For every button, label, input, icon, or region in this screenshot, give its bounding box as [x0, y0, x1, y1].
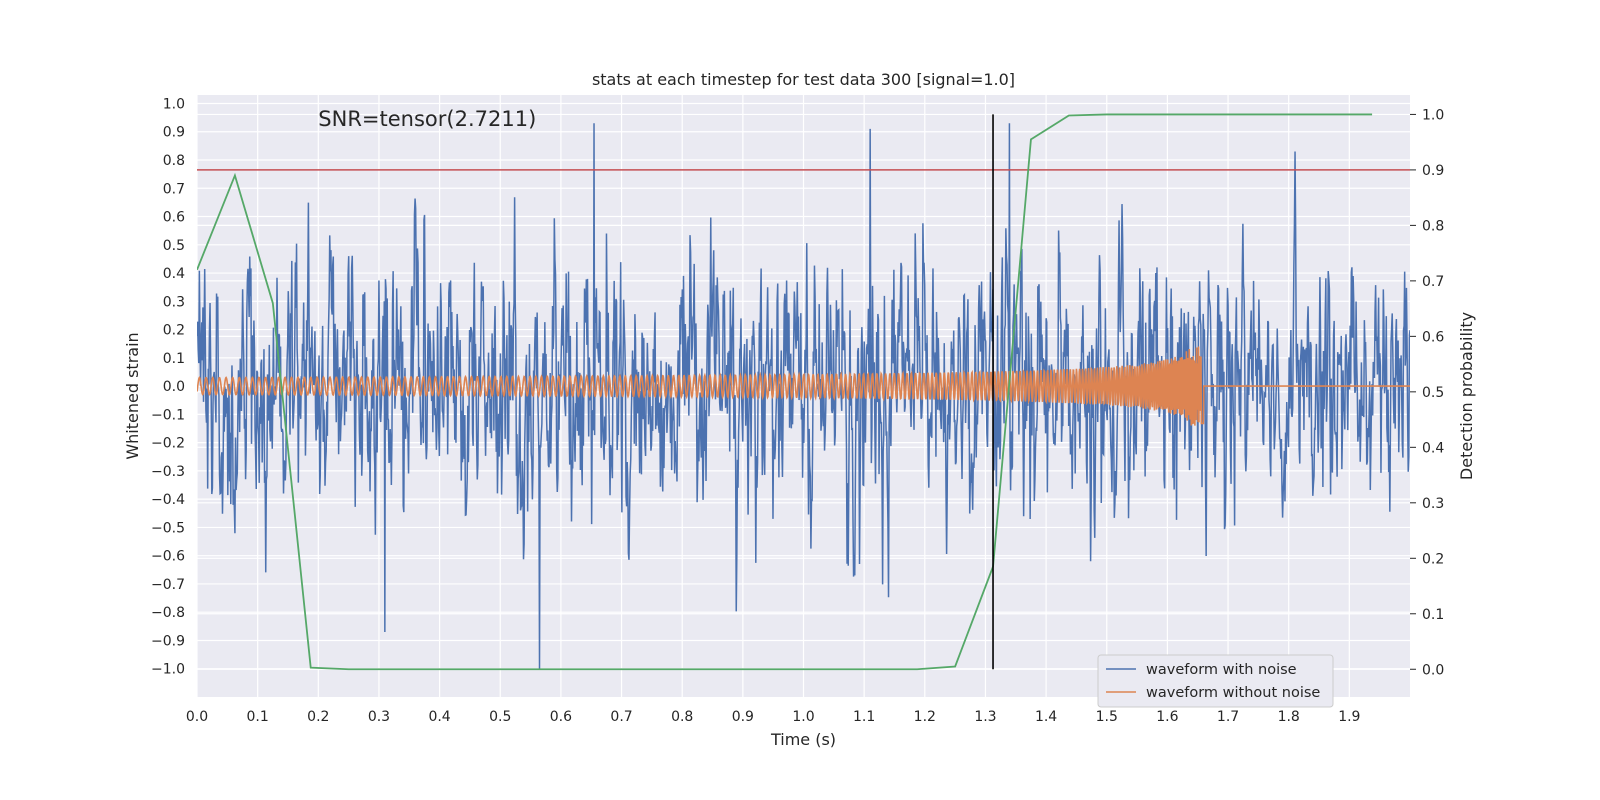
y-left-tick-label: 0.6: [163, 210, 185, 226]
y-left-tick-label: −0.4: [151, 492, 185, 508]
x-tick-label: 0.1: [247, 709, 269, 725]
series-detection-probability: [197, 113, 1373, 671]
x-tick-label: 0.8: [671, 709, 693, 725]
legend-box: [1097, 654, 1334, 708]
y-left-tick-label: 0.2: [163, 323, 185, 339]
y-left-tick-label: −1.0: [151, 662, 185, 678]
x-tick-label: 1.1: [853, 709, 875, 725]
x-axis-label: Time (s): [770, 730, 836, 749]
y-left-tick-label: 0.5: [163, 238, 185, 254]
x-tick-label: 1.3: [974, 709, 996, 725]
x-tick-label: 0.4: [428, 709, 450, 725]
x-tick-label: 0.7: [610, 709, 632, 725]
y-left-tick-label: −0.9: [151, 633, 185, 649]
x-tick-label: 1.4: [1035, 709, 1057, 725]
grid: [196, 95, 1410, 697]
chart-title: stats at each timestep for test data 300…: [592, 70, 1015, 89]
y-right-tick-label: 1.0: [1422, 107, 1444, 123]
y-left-tick-label: −0.1: [151, 407, 185, 423]
y-left-tick-label: 0.0: [163, 379, 185, 395]
y-right-tick-label: 0.5: [1422, 385, 1444, 401]
y-right-tick-label: 0.9: [1422, 163, 1444, 179]
y-right-tick-label: 0.8: [1422, 218, 1444, 234]
y-left-tick-label: 0.4: [163, 266, 185, 282]
y-axis-right-label: Detection probability: [1457, 312, 1476, 480]
y-axis-left-label: Whitened strain: [123, 332, 142, 459]
y-left-tick-label: 1.0: [163, 96, 185, 112]
series-waveform-without-noise: [197, 346, 1410, 426]
x-tick-label: 0.5: [489, 709, 511, 725]
x-tick-label: 1.5: [1096, 709, 1118, 725]
y-left-tick-label: 0.7: [163, 181, 185, 197]
x-tick-label: 1.7: [1217, 709, 1239, 725]
y-left-tick-label: −0.2: [151, 436, 185, 452]
x-tick-label: 0.3: [368, 709, 390, 725]
ticks: 0.0 0.1 0.2 0.3 0.4 0.5 0.6 0.7 0.8 0.9 1.0 1.1 1.2 1…: [151, 96, 1444, 725]
snr-annotation: SNR=tensor(2.7211): [318, 107, 536, 131]
legend-label-noise: waveform with noise: [1146, 662, 1297, 678]
y-right-tick-label: 0.7: [1422, 274, 1444, 290]
y-left-tick-label: 0.9: [163, 125, 185, 141]
x-tick-label: 1.9: [1338, 709, 1360, 725]
x-tick-label: 0.0: [186, 709, 208, 725]
x-tick-label: 1.6: [1156, 709, 1178, 725]
y-right-tick-label: 0.1: [1422, 607, 1444, 623]
legend: waveform with noise waveform without noi…: [1097, 654, 1334, 708]
x-tick-label: 0.6: [550, 709, 572, 725]
y-left-tick-label: 0.8: [163, 153, 185, 169]
y-left-tick-label: −0.3: [151, 464, 185, 480]
y-left-tick-label: −0.6: [151, 549, 185, 565]
y-right-tick-label: 0.4: [1422, 440, 1444, 456]
series-layer: [197, 113, 1410, 671]
legend-label-clean: waveform without noise: [1146, 685, 1320, 701]
y-right-tick-label: 0.2: [1422, 551, 1444, 567]
y-left-tick-label: −0.8: [151, 605, 185, 621]
y-left-tick-label: 0.3: [163, 294, 185, 310]
x-tick-label: 0.9: [732, 709, 754, 725]
y-left-tick-label: 0.1: [163, 351, 185, 367]
x-tick-label: 1.2: [914, 709, 936, 725]
x-tick-label: 1.0: [792, 709, 814, 725]
y-right-tick-label: 0.0: [1422, 662, 1444, 678]
y-left-tick-label: −0.7: [151, 577, 185, 593]
y-right-tick-label: 0.6: [1422, 329, 1444, 345]
x-tick-label: 0.2: [307, 709, 329, 725]
y-left-tick-label: −0.5: [151, 520, 185, 536]
x-tick-label: 1.8: [1278, 709, 1300, 725]
y-right-tick-label: 0.3: [1422, 496, 1444, 512]
